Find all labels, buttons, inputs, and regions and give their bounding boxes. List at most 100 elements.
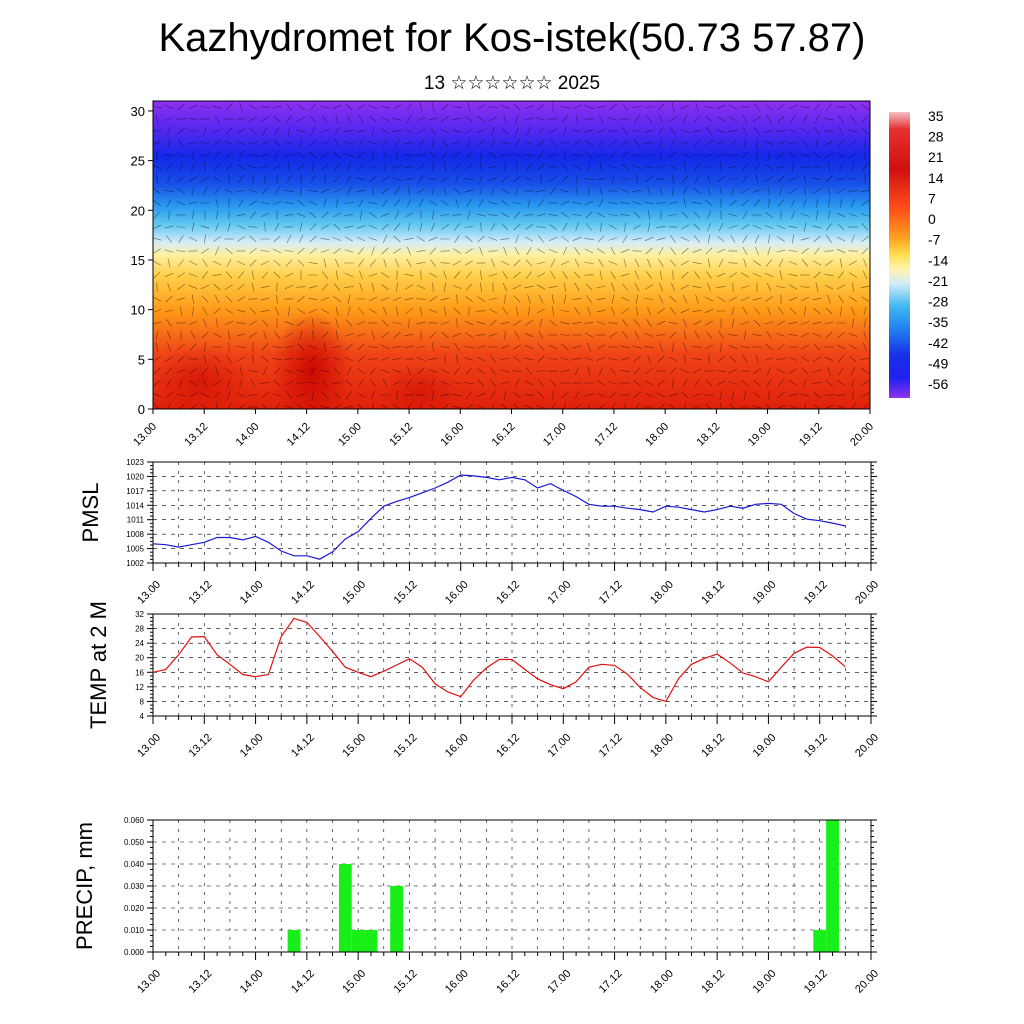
x-tick-label: 16.00 [443,579,471,607]
precip-bar [351,930,365,952]
x-tick-label: 14.12 [289,968,317,996]
x-tick-label: 17.00 [545,732,573,760]
y-tick-label: 4 [140,712,145,721]
heatmap-x-tick-label: 15.00 [336,421,364,449]
heatmap-x-tick-label: 13.00 [131,421,159,449]
x-tick-label: 14.00 [238,968,266,996]
x-tick-label: 15.12 [392,968,420,996]
x-tick-label: 19.12 [802,732,830,760]
x-tick-label: 15.12 [392,579,420,607]
y-tick-label: 0.030 [124,882,145,891]
x-tick-label: 20.00 [853,732,881,760]
heatmap-x-tick-label: 19.00 [746,421,774,449]
x-tick-label: 14.00 [238,732,266,760]
x-tick-label: 18.12 [699,579,727,607]
heatmap-x-tick-label: 16.12 [490,421,518,449]
y-tick-label: 20 [135,654,144,663]
y-tick-label: 0.010 [124,926,145,935]
y-tick-label: 1008 [126,530,144,539]
x-tick-label: 13.00 [135,732,163,760]
heatmap-y-tick-label: 10 [131,303,145,318]
x-tick-label: 17.00 [545,579,573,607]
x-tick-label: 18.12 [699,732,727,760]
heatmap-panel: 0 5 10 15 20 25 30 13.00 13.12 14.00 14.12 15.00 15… [131,100,876,449]
x-tick-label: 18.00 [648,579,676,607]
x-tick-label: 19.00 [751,579,779,607]
y-tick-label: 28 [135,625,144,634]
x-tick-label: 15.00 [340,968,368,996]
x-tick-label: 15.00 [340,732,368,760]
heatmap-y-tick-label: 5 [138,352,145,367]
y-tick-label: 0.040 [124,860,145,869]
colorbar-label: -28 [928,294,948,310]
y-tick-label: 1017 [126,487,144,496]
y-tick-label: 1011 [127,516,145,525]
heatmap-y-tick-label: 30 [131,104,145,119]
heatmap-x-tick-label: 20.00 [848,421,876,449]
colorbar-label: 14 [928,170,944,186]
x-tick-label: 20.00 [853,579,881,607]
precip-bar [826,820,839,952]
y-tick-label: 0.060 [124,816,145,825]
colorbar-label: -42 [928,335,948,351]
colorbar-label: -56 [928,376,948,392]
y-tick-label: 0.000 [124,948,145,957]
colorbar-label: -7 [928,232,941,248]
x-tick-label: 19.12 [802,579,830,607]
precip-bar [364,930,378,952]
y-tick-label: 1020 [126,472,144,481]
y-tick-label: 1002 [126,559,144,568]
heatmap-x-tick-label: 17.00 [541,421,569,449]
x-tick-label: 15.12 [392,732,420,760]
x-tick-label: 18.00 [648,968,676,996]
pmsl-panel: 1002 1005 1008 1011 1014 1017 1020 1023 13.00 13.… [78,458,881,607]
wind-barb-field [153,102,870,409]
y-tick-label: 16 [135,668,144,677]
colorbar-label: -21 [928,273,948,289]
x-tick-label: 17.12 [597,579,625,607]
heatmap-x-tick-label: 14.00 [234,421,262,449]
colorbar: 35 28 21 14 7 0 -7 -14 -21 -28 -35 -42 -49 -56 [889,108,948,398]
precip-bar [338,864,352,952]
temp-axis-title: TEMP at 2 M [86,601,111,729]
heatmap-x-tick-label: 19.12 [797,421,825,449]
y-tick-label: 0.050 [124,838,145,847]
x-tick-label: 18.12 [699,968,727,996]
heatmap-x-tick-label: 14.12 [285,421,313,449]
x-tick-label: 16.00 [443,732,471,760]
pmsl-axis-title: PMSL [78,483,103,543]
y-tick-label: 32 [135,610,144,619]
x-tick-label: 13.12 [186,732,214,760]
y-tick-label: 12 [135,683,144,692]
x-tick-label: 14.12 [289,732,317,760]
precip-panel: 0.000 0.010 0.020 0.030 0.040 0.050 0.060 13.00… [72,816,881,996]
heatmap-y-tick-label: 20 [131,203,145,218]
x-tick-label: 16.12 [494,579,522,607]
heatmap-x-tick-label: 17.12 [592,421,620,449]
x-tick-label: 19.12 [802,968,830,996]
pmsl-line [152,474,846,560]
colorbar-label: 0 [928,211,936,227]
x-tick-label: 13.12 [186,968,214,996]
y-tick-label: 8 [140,697,145,706]
x-tick-label: 19.00 [751,732,779,760]
wind-barbs [153,102,870,409]
colorbar-label: 28 [928,129,944,145]
precip-bar [287,930,301,952]
heatmap-y-tick-label: 15 [131,253,145,268]
precip-axis-title: PRECIP, mm [72,822,97,950]
heatmap-hot-core [153,345,250,409]
y-tick-label: 1023 [126,458,144,467]
heatmap-x-tick-label: 15.12 [387,421,415,449]
heatmap-x-tick-label: 18.12 [695,421,723,449]
colorbar-label: -49 [928,355,948,371]
y-tick-label: 0.020 [124,904,145,913]
page-title: Kazhydromet for Kos-istek(50.73 57.87) [158,16,866,60]
page-subtitle: 13 ☆☆☆☆☆☆ 2025 [423,73,601,94]
heatmap-field [153,101,870,409]
x-tick-label: 13.00 [135,968,163,996]
x-tick-label: 15.00 [340,579,368,607]
colorbar-label: 35 [928,108,944,124]
heatmap-y-axis: 0 5 10 15 20 25 30 [131,104,153,417]
